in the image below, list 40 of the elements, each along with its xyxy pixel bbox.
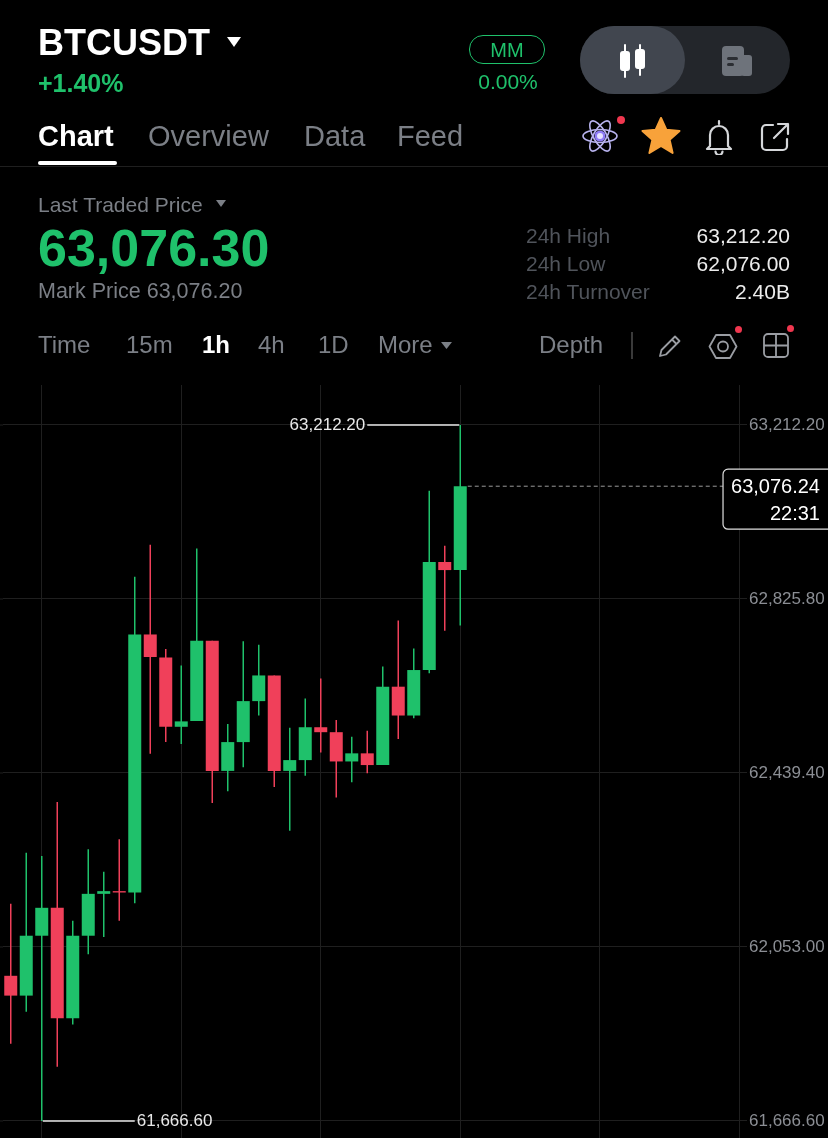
text: More bbox=[378, 331, 433, 358]
text: 63,212.20 bbox=[696, 224, 790, 247]
text: Feed bbox=[397, 120, 464, 152]
text: Depth bbox=[539, 331, 604, 358]
text: 1D bbox=[318, 331, 349, 358]
text: 2.40B bbox=[735, 280, 790, 303]
chart-title: BTCUSDT bbox=[38, 22, 210, 63]
text: Mark Price 63,076.20 bbox=[38, 279, 243, 303]
text: 63,076.30 bbox=[38, 219, 270, 277]
text: 1h bbox=[202, 331, 231, 358]
y-tick-label: 62,053.00 bbox=[749, 936, 825, 956]
text: Data bbox=[304, 120, 366, 152]
candlestick bbox=[283, 726, 297, 832]
text: 0.00% bbox=[478, 70, 538, 93]
text: Chart bbox=[38, 120, 114, 152]
text: Time bbox=[38, 331, 91, 358]
annotation: 61,666.60 bbox=[136, 1110, 213, 1130]
text: 24h Low bbox=[526, 252, 606, 275]
text: Last Traded Price bbox=[38, 193, 203, 216]
text: MM bbox=[490, 39, 524, 61]
y-tick-label: 62,439.40 bbox=[749, 762, 825, 782]
chart-subtitle: +1.40% bbox=[38, 69, 124, 97]
y-tick-label: 63,212.20 bbox=[749, 414, 825, 434]
candlestick bbox=[174, 664, 188, 745]
candlestick bbox=[143, 544, 157, 755]
text: 24h Turnover bbox=[526, 280, 650, 303]
candlestick bbox=[314, 677, 328, 754]
annotation: 63,212.20 bbox=[289, 414, 366, 434]
text: 15m bbox=[126, 331, 173, 358]
text: 62,076.00 bbox=[696, 252, 790, 275]
candlestick bbox=[345, 735, 359, 783]
y-tick-label: 62,825.80 bbox=[749, 588, 825, 608]
y-tick-label: 61,666.60 bbox=[749, 1110, 825, 1130]
candlestick bbox=[360, 730, 374, 774]
candlestick bbox=[97, 871, 111, 938]
text: 4h bbox=[258, 331, 285, 358]
ref-line-label: 63,076.24 22:31 bbox=[731, 474, 820, 524]
text: Overview bbox=[148, 120, 269, 152]
text: 24h High bbox=[526, 224, 611, 247]
candlestick bbox=[438, 545, 452, 632]
